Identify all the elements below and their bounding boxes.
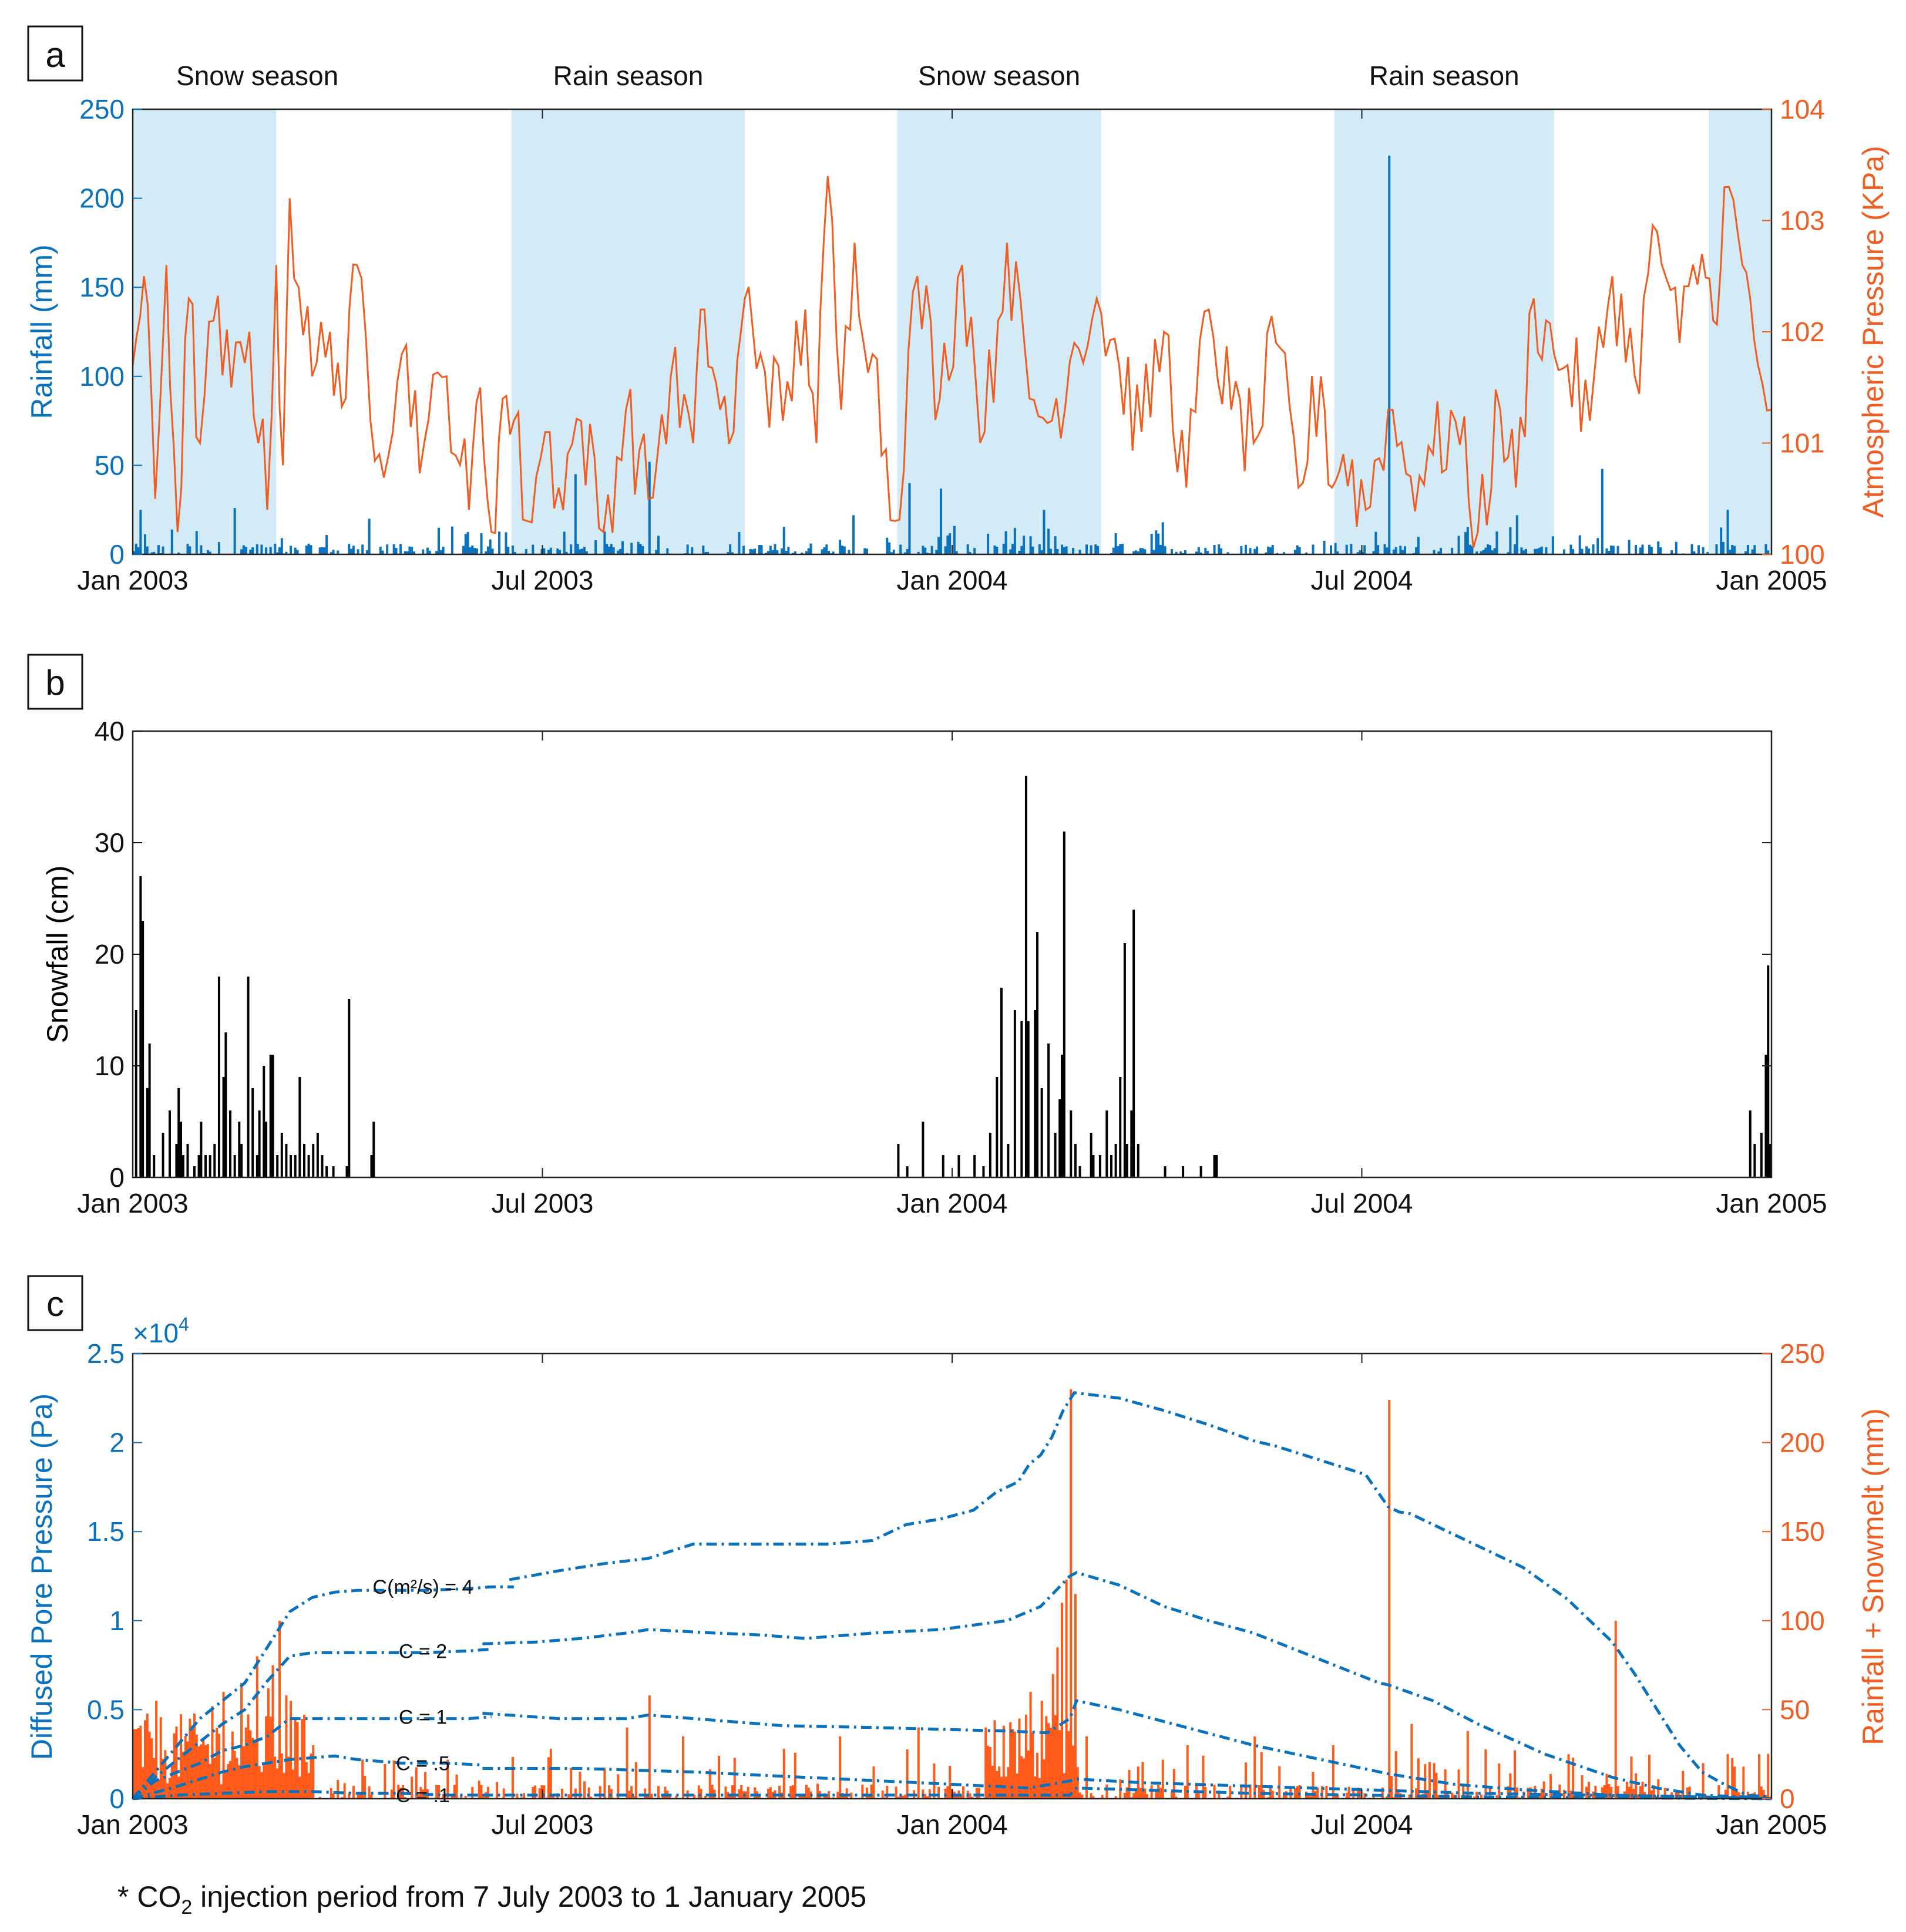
season-label: Snow season: [176, 60, 338, 91]
rainfall-ytick-label: 50: [95, 450, 125, 480]
rainsnow-ytick-label: 250: [1780, 1338, 1825, 1369]
pressure-ytick-label: 103: [1780, 206, 1825, 236]
snowfall-ytick-label: 40: [95, 716, 125, 746]
pore-pressure-curve: [482, 1699, 1772, 1800]
pore-pressure-curve: [509, 1391, 1772, 1799]
pore-pressure-axis-label: Diffused Pore Pressure (Pa): [25, 1394, 58, 1760]
pore-ytick-label: 2: [109, 1428, 125, 1458]
pressure-axis-label: Atmospheric Pressure (KPa): [1857, 146, 1890, 518]
panel-b-box: [27, 654, 83, 710]
pore-ytick-label: 0.5: [87, 1694, 125, 1725]
rainsnow-ytick-label: 0: [1780, 1783, 1795, 1814]
panel-c: c C(m²/s) = 4 C = 2 C = 1 C = .5 C = .1 0 0.5…: [25, 1275, 1890, 1840]
curve-label: C = .1: [396, 1785, 450, 1807]
c-xtick-label: Jan 2003: [77, 1809, 188, 1840]
curve-label: C(m²/s) = 4: [373, 1576, 473, 1598]
pore-pressure-curve: [132, 1715, 492, 1800]
c-xtick-label: Jul 2004: [1311, 1809, 1413, 1840]
pore-pressure-curve: [132, 1647, 492, 1800]
panel-c-letter: c: [46, 1284, 64, 1324]
b-xtick-label: Jul 2003: [492, 1188, 594, 1219]
snowfall-ytick-label: 10: [95, 1051, 125, 1081]
season-shade: [897, 109, 1101, 554]
season-shade: [1334, 109, 1554, 554]
panel-b-letter: b: [45, 663, 65, 702]
season-shade: [512, 109, 745, 554]
snowfall-axis-label: Snowfall (cm): [41, 866, 74, 1044]
snowfall-ytick-label: 20: [95, 939, 125, 970]
snowfall-ytick-label: 0: [109, 1162, 125, 1193]
multiplier-label: ×104: [133, 1314, 189, 1348]
panel-b-frame: [132, 730, 1773, 1179]
rainfall-ytick-label: 100: [79, 361, 125, 392]
rainsnow-ytick-label: 100: [1780, 1605, 1825, 1636]
b-xtick-label: Jan 2003: [77, 1188, 188, 1219]
pore-ytick-label: 1: [109, 1605, 125, 1636]
panel-c-box: [27, 1275, 83, 1331]
pore-pressure-curve: [132, 1754, 480, 1800]
pressure-ytick-label: 100: [1780, 539, 1825, 570]
a-xtick-label: Jan 2005: [1716, 565, 1827, 595]
rainsnow-ytick-label: 150: [1780, 1516, 1825, 1547]
a-xtick-label: Jan 2004: [896, 565, 1007, 595]
rainfall-ytick-label: 250: [79, 94, 125, 124]
panel-b: b 0 10 20 30 40 Jan 2003 Jul 2003 Jan 2004 Jul …: [27, 654, 1827, 1219]
snowfall-ytick-label: 30: [95, 827, 125, 858]
pressure-ytick-label: 104: [1780, 94, 1825, 124]
curve-label: C = .5: [396, 1752, 450, 1775]
panel-a-box: [27, 25, 83, 82]
season-shade: [1709, 109, 1771, 554]
pore-pressure-curve: [482, 1786, 1772, 1800]
season-label: Snow season: [918, 60, 1080, 91]
pore-pressure-curve: [482, 1571, 1772, 1800]
curve-label: C = 2: [399, 1640, 447, 1662]
pressure-ytick-label: 101: [1780, 428, 1825, 459]
season-label: Rain season: [1369, 60, 1520, 91]
pressure-ytick-label: 102: [1780, 317, 1825, 347]
a-xtick-label: Jul 2004: [1311, 565, 1413, 595]
c-xtick-label: Jul 2003: [492, 1809, 594, 1840]
rainfall-ytick-label: 200: [79, 183, 125, 214]
c-xtick-label: Jan 2005: [1716, 1809, 1827, 1840]
rainfall-snowmelt-axis-label: Rainfall + Snowmelt (mm): [1857, 1408, 1890, 1745]
panel-a-letter: a: [45, 35, 65, 75]
pore-ytick-label: 2.5: [87, 1338, 125, 1369]
rainsnow-ytick-label: 200: [1780, 1428, 1825, 1458]
season-label: Rain season: [553, 60, 704, 91]
rainfall-axis-label: Rainfall (mm): [25, 244, 58, 419]
b-xtick-label: Jan 2004: [896, 1188, 1007, 1219]
pore-ytick-label: 0: [109, 1783, 125, 1814]
a-xtick-label: Jul 2003: [492, 565, 594, 595]
pore-ytick-label: 1.5: [87, 1516, 125, 1547]
pore-pressure-curve: [482, 1767, 1772, 1800]
rainsnow-ytick-label: 50: [1780, 1694, 1810, 1725]
b-xtick-label: Jul 2004: [1311, 1188, 1413, 1219]
rainfall-ytick-label: 150: [79, 272, 125, 302]
curve-label: C = 1: [399, 1707, 447, 1729]
c-xtick-label: Jan 2004: [896, 1809, 1007, 1840]
panel-a: a Snow season Rain season Snow season Rain …: [25, 25, 1890, 595]
pressure-line: [132, 176, 1772, 548]
rainfall-ytick-label: 0: [109, 539, 125, 570]
pore-pressure-curve: [132, 1790, 480, 1800]
a-xtick-label: Jan 2003: [77, 565, 188, 595]
footnote: * CO2 injection period from 7 July 2003 …: [117, 1880, 866, 1918]
pore-pressure-curve: [132, 1585, 514, 1800]
b-xtick-label: Jan 2005: [1716, 1188, 1827, 1219]
